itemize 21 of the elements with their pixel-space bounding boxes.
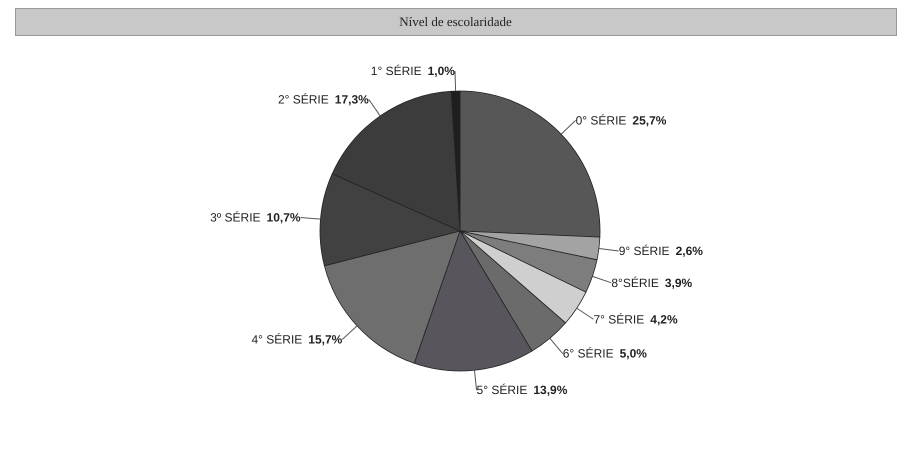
slice-label: 1° SÉRIE bbox=[370, 64, 422, 78]
data-label: 5,0% bbox=[620, 346, 648, 361]
data-label: 4,2% bbox=[650, 312, 678, 326]
slice-label: 9° SÉRIE bbox=[618, 244, 670, 258]
data-label: 1,0% bbox=[428, 64, 456, 78]
data-label: 10,7% bbox=[266, 210, 301, 224]
data-label: 2,6% bbox=[676, 244, 704, 258]
data-label: 25,7% bbox=[632, 113, 667, 128]
slice-label: 0° SÉRIE bbox=[576, 113, 626, 128]
slice-label: 5° SÉRIE bbox=[476, 383, 528, 398]
slice-label: 4° SÉRIE bbox=[251, 332, 302, 346]
slice-label: 2° SÉRIE bbox=[278, 92, 329, 107]
data-label: 17,3% bbox=[334, 92, 370, 107]
chart-title: Nível de escolaridade bbox=[14, 8, 896, 36]
slice-label: 3º SÉRIE bbox=[210, 210, 261, 224]
slice-label: 7° SÉRIE bbox=[593, 312, 644, 326]
data-label: 3,9% bbox=[664, 276, 693, 290]
data-label: 13,9% bbox=[533, 383, 568, 398]
data-label: 15,7% bbox=[308, 332, 343, 346]
slice-label: 8°SÉRIE bbox=[611, 276, 659, 290]
slice-label: 6° SÉRIE bbox=[562, 346, 614, 361]
